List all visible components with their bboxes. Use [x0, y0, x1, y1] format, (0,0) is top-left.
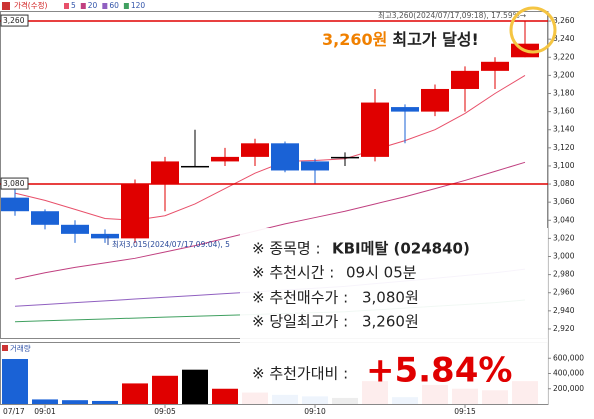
y-tick-label: 3,080	[553, 179, 575, 188]
legend-label: 120	[131, 1, 146, 10]
y-tick-label: 3,060	[553, 197, 575, 206]
callout-highlight: 3,260원	[322, 30, 387, 49]
candle-body	[1, 197, 29, 212]
y-tick-label: 3,020	[553, 233, 575, 242]
callout-text: 최고가 달성!	[392, 30, 478, 49]
candle-body	[391, 107, 419, 112]
info-rows: ※ 종목명 : KBI메탈 (024840) ※ 추천시간 : 09시 05분 …	[252, 240, 512, 391]
x-tick-label: 09:05	[154, 407, 176, 416]
ma-line	[14, 161, 526, 280]
info-value: 09시 05분	[346, 264, 417, 282]
info-box	[240, 228, 548, 404]
volume-bar	[2, 359, 28, 404]
legend-label: 60	[109, 1, 119, 10]
h-line-box	[0, 177, 29, 190]
legend-label: 20	[88, 1, 98, 10]
volume-bar	[152, 375, 178, 404]
y-tick-label: 3,140	[553, 125, 575, 134]
volume-bar	[182, 369, 208, 404]
legend-icon	[2, 345, 8, 351]
result-value: +5.84%	[366, 351, 512, 391]
candle-body	[121, 184, 149, 239]
annotation-low: 최저3,015(2024/07/17,09:04), 5	[112, 239, 230, 249]
y-tick-label: 2,960	[553, 288, 575, 297]
volume-bar	[32, 399, 58, 404]
ma-line	[14, 74, 526, 221]
x-tick-label: 09:10	[304, 407, 326, 416]
info-label: ※ 종목명 :	[252, 240, 321, 258]
callout: 3,260원 최고가 달성!	[322, 30, 479, 49]
y-tick-label: 3,100	[553, 161, 575, 170]
y-tick-label: 3,160	[553, 107, 575, 116]
y-tick-label: 3,120	[553, 143, 575, 152]
candle-body	[481, 61, 509, 71]
volume-bar	[212, 388, 238, 404]
candle-body	[31, 211, 59, 225]
info-label: ※ 추천가대비 :	[252, 365, 348, 383]
candle-body	[451, 70, 479, 89]
volume-bar	[92, 400, 118, 404]
info-label: ※ 당일최고가 :	[252, 313, 348, 331]
volume-title: 거래량	[10, 344, 31, 353]
candle-body	[151, 161, 179, 185]
y-tick-label: 200,000	[553, 384, 584, 393]
legend-swatch	[123, 3, 129, 9]
info-value: 3,080원	[362, 289, 419, 307]
info-label: ※ 추천매수가 :	[252, 289, 348, 307]
legend-swatch	[80, 3, 86, 9]
y-tick-label: 2,980	[553, 270, 575, 279]
candle-body	[301, 161, 329, 171]
y-tick-label: 600,000	[553, 353, 584, 362]
y-tick-label: 3,200	[553, 70, 575, 79]
y-tick-label: 3,220	[553, 52, 575, 61]
info-label: ※ 추천시간 :	[252, 264, 334, 282]
volume-bar	[122, 383, 148, 404]
y-tick-label: 3,040	[553, 215, 575, 224]
y-tick-label: 3,240	[553, 34, 575, 43]
candle-body	[331, 156, 359, 159]
y-tick-label: 3,000	[553, 252, 575, 261]
x-tick-label: 09:01	[34, 407, 56, 416]
candle-body	[421, 88, 449, 112]
info-value: KBI메탈 (024840)	[332, 240, 470, 258]
candle-body	[181, 165, 209, 168]
y-tick-label: 400,000	[553, 369, 584, 378]
legend-swatch	[64, 3, 69, 9]
y-tick-label: 3,180	[553, 89, 575, 98]
y-tick-label: 2,920	[553, 324, 575, 333]
annotation-high: 최고3,260(2024/07/17,09:18), 17.59%→	[378, 10, 526, 20]
candle-body	[361, 102, 389, 157]
highlight-circle	[509, 6, 557, 54]
info-value: 3,260원	[362, 313, 419, 331]
candle-body	[271, 143, 299, 171]
volume-bar	[62, 400, 88, 404]
legend-label: 가격(수정)	[14, 0, 48, 10]
y-tick-label: 2,940	[553, 306, 575, 315]
h-line-box	[0, 14, 29, 27]
y-tick-label: 3,260	[553, 16, 575, 25]
candle-body	[241, 143, 269, 157]
date-label: 07/17	[3, 407, 25, 416]
candle-body	[91, 233, 119, 239]
x-tick-label: 09:15	[454, 407, 476, 416]
legend-swatch	[102, 3, 108, 9]
legend-icon	[2, 2, 10, 10]
legend-label: 5	[71, 1, 76, 10]
candle-body	[211, 156, 239, 162]
candle-body	[61, 224, 89, 234]
h-line-label: 3,260	[3, 16, 25, 25]
h-line-label: 3,080	[3, 179, 25, 188]
